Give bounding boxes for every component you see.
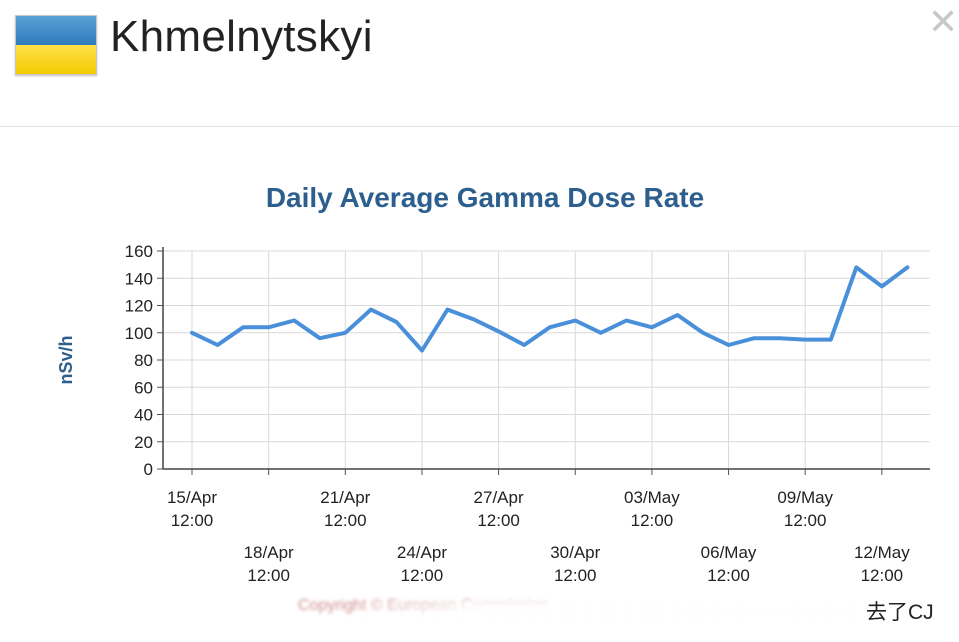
x-tick-label-date: 18/Apr: [244, 543, 294, 562]
x-tick-label-time: 12:00: [861, 566, 904, 585]
y-tick-label: 20: [134, 433, 153, 452]
x-tick-label-date: 06/May: [701, 543, 757, 562]
ukraine-flag-icon: [15, 15, 97, 75]
chart-title: Daily Average Gamma Dose Rate: [266, 182, 704, 213]
x-tick-label-time: 12:00: [554, 566, 597, 585]
series-line: [190, 265, 910, 353]
flag-bottom-stripe: [16, 45, 96, 74]
grid: [163, 250, 930, 470]
x-tick-labels: 15/Apr 12:00 18/Apr 12:00 21/Apr 12:00 24/Apr 1…: [167, 488, 910, 585]
x-tick-label-time: 12:00: [477, 511, 520, 530]
x-tick-label-time: 12:00: [247, 566, 290, 585]
x-tick-label-time: 12:00: [707, 566, 750, 585]
y-axis-label: nSv/h: [56, 335, 76, 384]
x-tick-label-time: 12:00: [171, 511, 214, 530]
watermark-text: 去了CJ: [866, 601, 934, 624]
y-tick-label: 80: [134, 351, 153, 370]
x-tick-label-date: 30/Apr: [550, 543, 600, 562]
x-tick-label-date: 27/Apr: [474, 488, 524, 507]
x-tick-label-time: 12:00: [324, 511, 367, 530]
y-tick-label: 40: [134, 406, 153, 425]
blur-overlay: [360, 600, 860, 624]
y-tick-label: 140: [125, 269, 153, 288]
close-icon[interactable]: ✕: [928, 1, 959, 42]
x-tick-label-date: 03/May: [624, 488, 680, 507]
x-tick-label-time: 12:00: [631, 511, 674, 530]
y-tick-label: 100: [125, 324, 153, 343]
y-tick-label: 60: [134, 378, 153, 397]
dose-rate-chart: Daily Average Gamma Dose Rate nSv/h 0 20 4…: [56, 182, 930, 585]
y-tick-label: 0: [144, 460, 153, 479]
axes: [157, 247, 930, 475]
x-tick-label-date: 12/May: [854, 543, 910, 562]
y-tick-label: 120: [125, 297, 153, 316]
x-tick-label-time: 12:00: [401, 566, 444, 585]
x-tick-label-time: 12:00: [784, 511, 827, 530]
x-tick-label-date: 09/May: [777, 488, 833, 507]
y-tick-label: 160: [125, 242, 153, 261]
x-tick-label-date: 24/Apr: [397, 543, 447, 562]
flag-top-stripe: [16, 16, 96, 45]
page-title: Khmelnytskyi: [110, 12, 373, 61]
header: Khmelnytskyi ✕: [0, 0, 959, 127]
x-tick-label-date: 15/Apr: [167, 488, 217, 507]
y-tick-labels: 0 20 40 60 80 100 120 140 160: [125, 242, 153, 479]
x-tick-label-date: 21/Apr: [320, 488, 370, 507]
series: [190, 265, 910, 353]
